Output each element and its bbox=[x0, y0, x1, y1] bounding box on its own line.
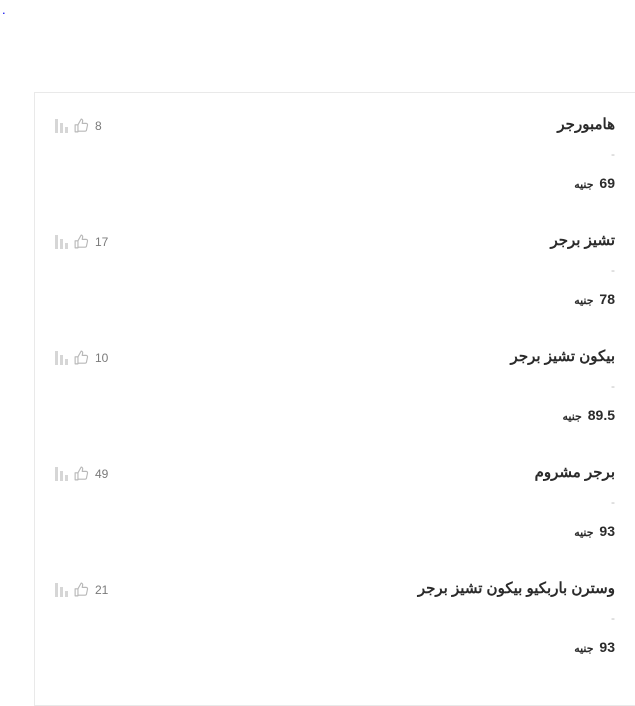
item-price: 93 جنيه bbox=[418, 639, 615, 655]
signal-icon bbox=[55, 582, 68, 597]
like-count: 49 bbox=[95, 467, 108, 481]
item-description: - bbox=[535, 495, 615, 509]
item-name: تشيز برجر bbox=[550, 231, 615, 249]
item-name: هامبورجر bbox=[557, 115, 615, 133]
like-count: 21 bbox=[95, 583, 108, 597]
price-value: 89.5 bbox=[588, 407, 615, 423]
menu-panel: هامبورجر - 69 جنيه 8 تشيز برجر - 78 جنيه… bbox=[34, 92, 635, 706]
like-box[interactable]: 10 bbox=[55, 349, 108, 366]
item-description: - bbox=[418, 611, 615, 625]
price-value: 93 bbox=[599, 639, 615, 655]
menu-item: برجر مشروم - 93 جنيه 49 bbox=[55, 463, 615, 539]
thumbs-up-icon bbox=[73, 233, 90, 250]
thumbs-up-icon bbox=[73, 465, 90, 482]
like-count: 8 bbox=[95, 119, 102, 133]
price-currency: جنيه bbox=[574, 295, 593, 307]
item-price: 89.5 جنيه bbox=[511, 407, 615, 423]
item-description: - bbox=[557, 147, 615, 161]
price-value: 93 bbox=[599, 523, 615, 539]
menu-item: هامبورجر - 69 جنيه 8 bbox=[55, 115, 615, 191]
item-description: - bbox=[511, 379, 615, 393]
thumbs-up-icon bbox=[73, 117, 90, 134]
item-info: برجر مشروم - 93 جنيه bbox=[535, 463, 615, 539]
price-currency: جنيه bbox=[563, 411, 582, 423]
item-name: برجر مشروم bbox=[535, 463, 615, 481]
stray-dot: . bbox=[2, 2, 6, 17]
price-currency: جنيه bbox=[574, 527, 593, 539]
thumbs-up-icon bbox=[73, 349, 90, 366]
item-info: وسترن باربكيو بيكون تشيز برجر - 93 جنيه bbox=[418, 579, 615, 655]
item-price: 69 جنيه bbox=[557, 175, 615, 191]
signal-icon bbox=[55, 350, 68, 365]
menu-item: تشيز برجر - 78 جنيه 17 bbox=[55, 231, 615, 307]
price-value: 78 bbox=[599, 291, 615, 307]
item-info: تشيز برجر - 78 جنيه bbox=[550, 231, 615, 307]
price-currency: جنيه bbox=[574, 179, 593, 191]
menu-item: وسترن باربكيو بيكون تشيز برجر - 93 جنيه … bbox=[55, 579, 615, 655]
thumbs-up-icon bbox=[73, 581, 90, 598]
like-box[interactable]: 21 bbox=[55, 581, 108, 598]
like-count: 17 bbox=[95, 235, 108, 249]
item-price: 93 جنيه bbox=[535, 523, 615, 539]
signal-icon bbox=[55, 466, 68, 481]
item-name: بيكون تشيز برجر bbox=[511, 347, 615, 365]
item-name: وسترن باربكيو بيكون تشيز برجر bbox=[418, 579, 615, 597]
signal-icon bbox=[55, 234, 68, 249]
like-box[interactable]: 49 bbox=[55, 465, 108, 482]
item-info: بيكون تشيز برجر - 89.5 جنيه bbox=[511, 347, 615, 423]
like-box[interactable]: 8 bbox=[55, 117, 102, 134]
like-count: 10 bbox=[95, 351, 108, 365]
menu-item: بيكون تشيز برجر - 89.5 جنيه 10 bbox=[55, 347, 615, 423]
item-price: 78 جنيه bbox=[550, 291, 615, 307]
price-currency: جنيه bbox=[574, 643, 593, 655]
like-box[interactable]: 17 bbox=[55, 233, 108, 250]
price-value: 69 bbox=[599, 175, 615, 191]
item-description: - bbox=[550, 263, 615, 277]
signal-icon bbox=[55, 118, 68, 133]
item-info: هامبورجر - 69 جنيه bbox=[557, 115, 615, 191]
